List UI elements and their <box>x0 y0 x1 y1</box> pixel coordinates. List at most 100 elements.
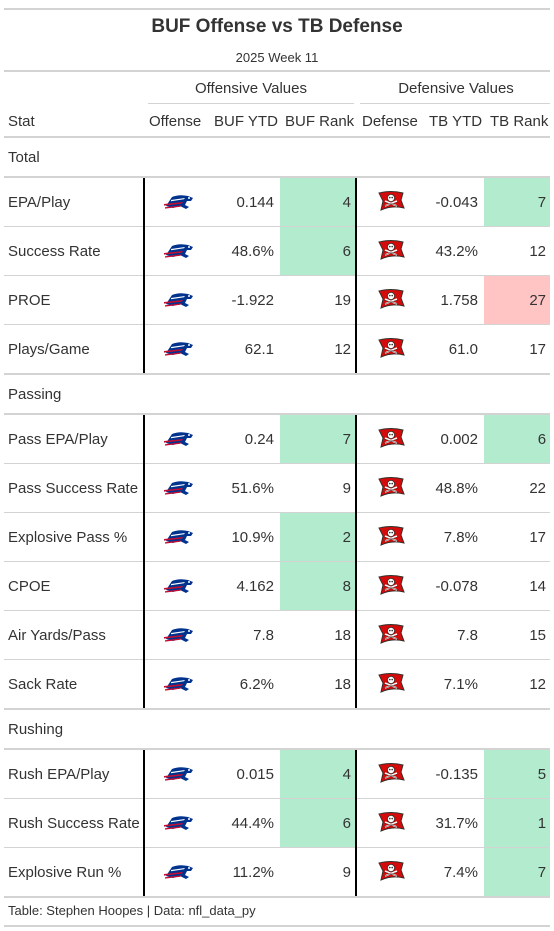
defense-logo-cell <box>355 226 424 276</box>
bills-logo-icon <box>163 628 193 642</box>
defense-logo-cell <box>355 798 424 848</box>
off-ytd-cell: 51.6% <box>212 463 280 513</box>
def-ytd-cell: -0.043 <box>424 176 484 227</box>
off-ytd-cell: 48.6% <box>212 226 280 276</box>
table-row: PROE -1.922 19 1.758 27 <box>4 275 551 325</box>
stat-name-cell: Pass Success Rate <box>4 463 144 513</box>
def-rank-cell: 12 <box>484 659 551 710</box>
offense-logo-cell <box>143 561 212 611</box>
group-label: Total <box>4 138 551 178</box>
off-ytd-cell: 0.144 <box>212 176 280 227</box>
group-label: Rushing <box>4 709 551 750</box>
off-rank-cell: 18 <box>280 610 356 660</box>
buccaneers-flag-icon <box>377 338 405 358</box>
offense-logo-cell <box>143 512 212 562</box>
def-ytd-cell: 43.2% <box>424 226 484 276</box>
buccaneers-flag-icon <box>377 428 405 448</box>
off-rank-cell: 2 <box>280 512 356 562</box>
def-ytd-cell: 61.0 <box>424 324 484 375</box>
stat-name-cell: EPA/Play <box>4 176 144 227</box>
bills-logo-icon <box>163 195 193 209</box>
def-ytd-cell: 7.1% <box>424 659 484 710</box>
buccaneers-flag-icon <box>377 575 405 595</box>
def-rank-cell: 6 <box>484 413 551 464</box>
offense-logo-cell <box>143 847 212 898</box>
offense-logo-cell <box>143 226 212 276</box>
def-rank-cell: 12 <box>484 226 551 276</box>
off-ytd-cell: 11.2% <box>212 847 280 898</box>
defense-spanner: Defensive Values <box>398 80 514 97</box>
def-ytd-cell: 7.4% <box>424 847 484 898</box>
header-rule <box>4 136 550 138</box>
def-ytd-cell: -0.135 <box>424 748 484 799</box>
group-row: Rushing <box>4 709 551 750</box>
defense-logo-cell <box>355 748 424 799</box>
offense-logo-cell <box>143 275 212 325</box>
stat-name-cell: Rush EPA/Play <box>4 748 144 799</box>
col-header-def-rank: TB Rank <box>490 113 549 130</box>
defense-spanner-line <box>360 103 550 104</box>
stat-name-cell: Explosive Run % <box>4 847 144 898</box>
table-row: Explosive Run % 11.2% 9 7.4% 7 <box>4 847 551 898</box>
source-note: Table: Stephen Hoopes | Data: nfl_data_p… <box>8 903 256 918</box>
bills-logo-icon <box>163 481 193 495</box>
bills-logo-icon <box>163 579 193 593</box>
off-ytd-cell: 7.8 <box>212 610 280 660</box>
defense-logo-cell <box>355 463 424 513</box>
off-rank-cell: 9 <box>280 463 356 513</box>
table-row: Rush EPA/Play 0.015 4 -0.135 5 <box>4 748 551 799</box>
table-row: CPOE 4.162 8 -0.078 14 <box>4 561 551 611</box>
offense-logo-cell <box>143 413 212 464</box>
def-rank-cell: 15 <box>484 610 551 660</box>
def-ytd-cell: 7.8% <box>424 512 484 562</box>
buccaneers-flag-icon <box>377 624 405 644</box>
def-rank-cell: 7 <box>484 847 551 898</box>
col-header-stat: Stat <box>8 113 35 130</box>
offense-spanner: Offensive Values <box>194 80 307 97</box>
table-row: Pass EPA/Play 0.24 7 0.002 6 <box>4 413 551 464</box>
buccaneers-flag-icon <box>377 763 405 783</box>
buccaneers-flag-icon <box>377 861 405 881</box>
bills-logo-icon <box>163 342 193 356</box>
col-header-off-ytd: BUF YTD <box>214 113 278 130</box>
defense-logo-cell <box>355 176 424 227</box>
off-rank-cell: 19 <box>280 275 356 325</box>
bills-logo-icon <box>163 767 193 781</box>
table-row: Pass Success Rate 51.6% 9 48.8% 22 <box>4 463 551 513</box>
buccaneers-flag-icon <box>377 477 405 497</box>
def-rank-cell: 22 <box>484 463 551 513</box>
off-ytd-cell: 0.24 <box>212 413 280 464</box>
bills-logo-icon <box>163 530 193 544</box>
buccaneers-flag-icon <box>377 673 405 693</box>
table-row: Air Yards/Pass 7.8 18 7.8 15 <box>4 610 551 660</box>
defense-logo-cell <box>355 610 424 660</box>
off-rank-cell: 4 <box>280 176 356 227</box>
defense-logo-cell <box>355 324 424 375</box>
group-label: Passing <box>4 374 551 415</box>
buccaneers-flag-icon <box>377 812 405 832</box>
col-header-off-rank: BUF Rank <box>285 113 355 130</box>
defense-logo-cell <box>355 512 424 562</box>
offense-logo-cell <box>143 463 212 513</box>
off-rank-cell: 12 <box>280 324 356 375</box>
col-header-defense: Defense <box>362 113 418 130</box>
def-ytd-cell: 0.002 <box>424 413 484 464</box>
off-rank-cell: 8 <box>280 561 356 611</box>
table-row: Plays/Game 62.1 12 61.0 17 <box>4 324 551 375</box>
offense-logo-cell <box>143 659 212 710</box>
offense-logo-cell <box>143 324 212 375</box>
offense-logo-cell <box>143 176 212 227</box>
off-rank-cell: 6 <box>280 226 356 276</box>
stat-name-cell: Plays/Game <box>4 324 144 375</box>
off-rank-cell: 7 <box>280 413 356 464</box>
defense-logo-cell <box>355 847 424 898</box>
offense-logo-cell <box>143 748 212 799</box>
off-rank-cell: 6 <box>280 798 356 848</box>
stat-name-cell: Air Yards/Pass <box>4 610 144 660</box>
def-rank-cell: 7 <box>484 176 551 227</box>
bills-logo-icon <box>163 244 193 258</box>
def-ytd-cell: -0.078 <box>424 561 484 611</box>
stat-name-cell: Sack Rate <box>4 659 144 710</box>
bottom-rule <box>4 925 550 927</box>
stat-name-cell: Explosive Pass % <box>4 512 144 562</box>
